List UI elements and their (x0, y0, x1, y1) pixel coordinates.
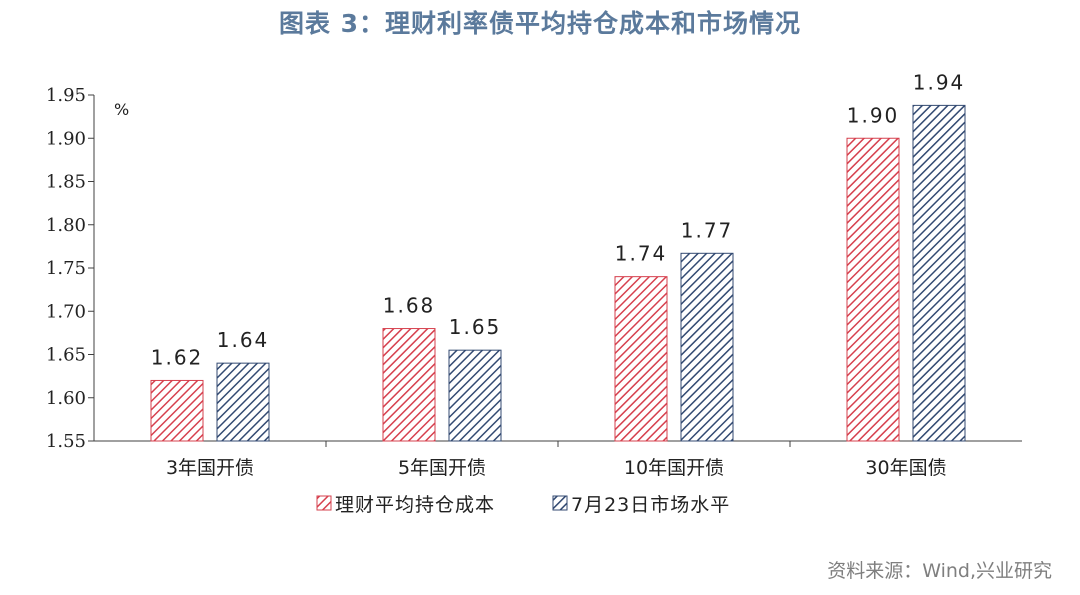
chart-title: 图表 3：理财利率债平均持仓成本和市场情况 (278, 9, 802, 38)
source-note: 资料来源：Wind,兴业研究 (827, 560, 1052, 582)
y-tick-label: 1.80 (46, 215, 86, 236)
legend-label-avg-cost: 理财平均持仓成本 (335, 494, 495, 516)
y-tick-label: 1.90 (46, 128, 86, 149)
bar-market-level (448, 349, 502, 442)
y-tick-label: 1.85 (46, 172, 86, 193)
bar-value-label: 1.90 (847, 103, 900, 127)
legend-swatch-market-level (552, 495, 568, 511)
x-category-label: 3年国开债 (166, 457, 254, 479)
bar-avg-cost (150, 379, 204, 442)
legend-label-market-level: 7月23日市场水平 (571, 494, 730, 516)
x-category-label: 10年国开债 (624, 457, 724, 479)
x-category-label: 30年国债 (865, 457, 946, 479)
y-tick-label: 1.60 (46, 388, 86, 409)
y-tick-label: 1.70 (46, 301, 86, 322)
x-category-label: 5年国开债 (398, 457, 486, 479)
bar-market-level (680, 252, 734, 442)
bar-value-label: 1.94 (913, 70, 966, 94)
y-tick-label: 1.55 (46, 431, 86, 452)
bar-avg-cost (382, 328, 436, 442)
bar-value-label: 1.62 (151, 345, 204, 369)
y-tick-label: 1.65 (46, 345, 86, 366)
bar-value-label: 1.68 (383, 294, 436, 318)
bar-market-level (216, 362, 270, 442)
y-tick-label: 1.95 (46, 85, 86, 106)
y-unit-label: % (114, 100, 129, 119)
bar-market-level (912, 104, 966, 442)
bar-avg-cost (846, 137, 900, 442)
bar-value-label: 1.74 (615, 242, 668, 266)
y-tick-label: 1.75 (46, 258, 86, 279)
bar-avg-cost (614, 276, 668, 442)
bar-value-label: 1.77 (681, 218, 734, 242)
bar-value-label: 1.65 (449, 315, 502, 339)
legend-swatch-avg-cost (316, 495, 332, 511)
bar-value-label: 1.64 (217, 328, 270, 352)
